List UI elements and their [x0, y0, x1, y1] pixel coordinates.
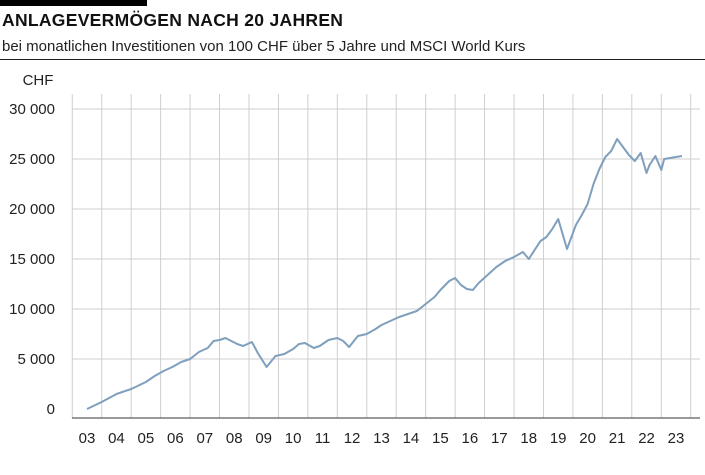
x-axis-ticks: 03 04 05 06 07 08 09 10 11 12 13 14 15 16 17 18 19 20 21 22…: [79, 430, 685, 447]
chart-title: ANLAGEVERMÖGEN NACH 20 JAHREN: [2, 10, 344, 30]
header-divider: [0, 59, 705, 60]
x-tick-label: 11: [315, 430, 331, 447]
x-tick-label: 22: [638, 430, 655, 447]
y-tick-label: 10 000: [9, 301, 55, 318]
x-tick-label: 10: [285, 430, 302, 447]
x-tick-label: 07: [196, 430, 213, 447]
x-tick-label: 18: [520, 430, 537, 447]
x-tick-label: 12: [344, 430, 361, 447]
x-tick-label: 05: [138, 430, 155, 447]
series-line-anlagevermoegen: [86, 138, 683, 410]
y-tick-label: 0: [47, 401, 55, 418]
y-tick-label: 15 000: [9, 251, 55, 268]
chart-subtitle: bei monatlichen Investitionen von 100 CH…: [2, 38, 526, 55]
x-tick-label: 13: [373, 430, 390, 447]
y-tick-label: 30 000: [9, 101, 55, 118]
y-axis-ticks: 0 5 000 10 000 15 000 20 000 25 000 30 000: [9, 101, 55, 418]
x-tick-label: 15: [432, 430, 449, 447]
x-tick-label: 23: [668, 430, 685, 447]
x-tick-label: 09: [255, 430, 272, 447]
y-tick-label: 25 000: [9, 151, 55, 168]
x-tick-label: 17: [491, 430, 508, 447]
x-tick-label: 04: [108, 430, 125, 447]
x-tick-label: 14: [403, 430, 420, 447]
x-tick-label: 08: [226, 430, 243, 447]
x-tick-label: 06: [167, 430, 184, 447]
x-tick-label: 20: [579, 430, 596, 447]
y-axis-unit-label: CHF: [23, 72, 54, 89]
x-tick-label: 03: [79, 430, 96, 447]
x-tick-label: 19: [550, 430, 567, 447]
header-accent-bar: [0, 0, 147, 6]
chart-grid: [71, 94, 700, 418]
y-tick-label: 20 000: [9, 201, 55, 218]
x-tick-label: 16: [462, 430, 479, 447]
y-tick-label: 5 000: [17, 351, 55, 368]
x-tick-label: 21: [609, 430, 626, 447]
